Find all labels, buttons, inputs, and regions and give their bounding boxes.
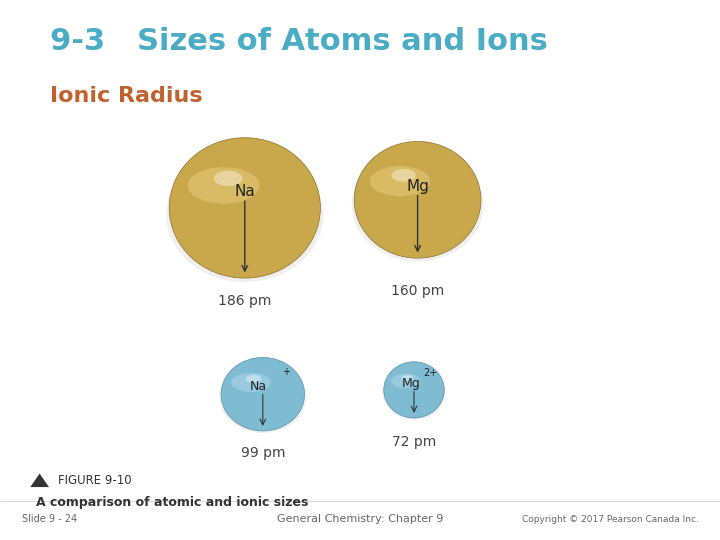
Text: Na: Na: [250, 380, 267, 393]
Text: 2+: 2+: [423, 368, 438, 377]
Ellipse shape: [391, 374, 420, 388]
Text: A comparison of atomic and ionic sizes: A comparison of atomic and ionic sizes: [36, 496, 308, 509]
Ellipse shape: [384, 362, 444, 418]
Text: 9-3   Sizes of Atoms and Ions: 9-3 Sizes of Atoms and Ions: [50, 27, 548, 56]
Ellipse shape: [169, 138, 320, 278]
Ellipse shape: [402, 375, 413, 381]
Ellipse shape: [351, 150, 484, 261]
Text: Mg: Mg: [406, 179, 429, 194]
Ellipse shape: [214, 171, 243, 186]
Text: +: +: [282, 367, 289, 377]
Ellipse shape: [166, 148, 323, 282]
Text: 160 pm: 160 pm: [391, 284, 444, 298]
Text: Copyright © 2017 Pearson Canada Inc.: Copyright © 2017 Pearson Canada Inc.: [521, 515, 698, 524]
Ellipse shape: [188, 167, 259, 204]
Ellipse shape: [220, 363, 306, 433]
Text: 72 pm: 72 pm: [392, 435, 436, 449]
Polygon shape: [30, 474, 49, 487]
Ellipse shape: [231, 373, 271, 392]
Ellipse shape: [392, 169, 415, 182]
Text: Ionic Radius: Ionic Radius: [50, 86, 203, 106]
Ellipse shape: [246, 375, 261, 383]
Text: Slide 9 - 24: Slide 9 - 24: [22, 515, 77, 524]
Text: 99 pm: 99 pm: [240, 446, 285, 460]
Text: Mg: Mg: [402, 377, 420, 390]
Ellipse shape: [221, 357, 305, 431]
Text: FIGURE 9-10: FIGURE 9-10: [58, 474, 131, 487]
Text: Na: Na: [235, 184, 255, 199]
Ellipse shape: [370, 166, 430, 197]
Ellipse shape: [382, 366, 446, 420]
Ellipse shape: [354, 141, 481, 258]
Text: 186 pm: 186 pm: [218, 294, 271, 308]
Text: General Chemistry: Chapter 9: General Chemistry: Chapter 9: [276, 515, 444, 524]
